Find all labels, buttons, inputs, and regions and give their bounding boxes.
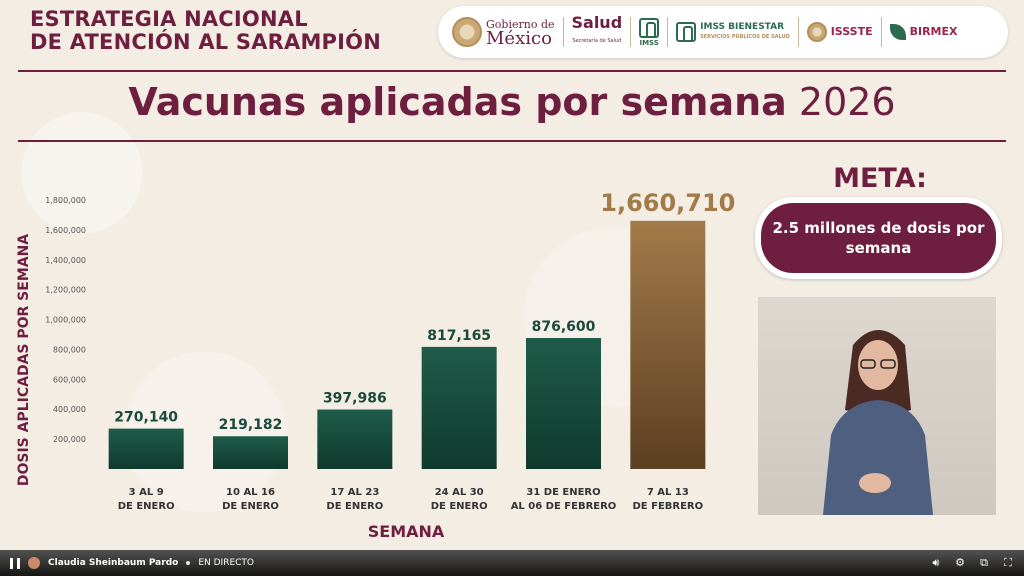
logo-divider [562,17,564,47]
y-tick-label: 400,000 [53,405,86,414]
x-tick-label: DE ENERO [118,501,175,512]
live-status: EN DIRECTO [198,558,254,568]
gobierno-small-text: Gobierno de [486,18,555,31]
bar-chart-svg: 200,000 400,000 600,000 800,000 1,000,000 1,2… [16,189,735,541]
bienestar-logo: IMSS BIENESTAR SERVICIOS PÚBLICOS DE SAL… [676,22,790,42]
logo-bar: Gobierno de México Salud Secretaría de S… [438,6,1008,58]
video-player-controls: Claudia Sheinbaum Pardo EN DIRECTO 🔊︎ ⚙ … [0,550,1024,576]
y-tick-label: 1,600,000 [45,226,86,235]
birmex-text: BIRMEX [909,25,958,38]
header-title: ESTRATEGIA NACIONAL DE ATENCIÓN AL SARAM… [30,8,381,54]
goal-box: 2.5 millones de dosis por semana [755,197,1002,279]
data-label-5: 876,600 [532,319,596,335]
bar-6 [630,220,706,469]
bar-4 [421,346,497,469]
channel-name[interactable]: Claudia Sheinbaum Pardo [48,558,179,568]
issste-icon [806,22,827,42]
fullscreen-icon[interactable]: ⛶ [1004,556,1012,569]
bienestar-text: IMSS BIENESTAR [700,22,785,32]
bar-2 [213,436,288,469]
x-tick-label: DE ENERO [222,501,279,512]
data-label-6: 1,660,710 [600,189,735,217]
live-dot-icon [186,561,191,565]
seal-icon [452,17,482,47]
leaf-icon [889,24,906,40]
x-axis-label: SEMANA [368,522,445,541]
bienestar-sub-text: SERVICIOS PÚBLICOS DE SALUD [700,34,790,40]
top-divider [18,70,1006,72]
settings-icon[interactable]: ⚙ [955,556,965,569]
page-title-main: Vacunas aplicadas por semana [128,80,787,124]
data-label-1: 270,140 [114,410,178,426]
data-label-4: 817,165 [427,328,491,344]
page-title-year: 2026 [798,80,896,124]
avatar[interactable] [28,557,40,569]
y-tick-label: 200,000 [53,435,86,444]
y-tick-label: 1,400,000 [45,256,86,265]
x-tick-label: DE ENERO [431,501,488,512]
header-title-line2: DE ATENCIÓN AL SARAMPIÓN [30,30,381,54]
gobierno-logo: Gobierno de México [452,17,555,49]
data-label-3: 397,986 [323,391,387,407]
logo-divider [880,17,882,47]
y-tick-label: 1,800,000 [45,196,86,205]
y-tick-label: 600,000 [53,375,86,384]
data-label-2: 219,182 [219,417,283,433]
interpreter-figure [823,330,933,515]
x-tick-label: 7 AL 13 [647,487,689,498]
miniplayer-icon[interactable]: ⧉ [980,556,988,569]
x-tick-label: 17 AL 23 [330,487,379,498]
y-axis-label: DOSIS APLICADAS POR SEMANA [16,234,32,486]
logo-divider [667,17,669,47]
y-tick-label: 800,000 [53,345,86,354]
header-title-line1: ESTRATEGIA NACIONAL [30,7,308,31]
imss-logo: IMSS [639,17,660,47]
page-title: Vacunas aplicadas por semana 2026 [0,80,1024,124]
salud-text: Salud [571,13,623,32]
salud-logo: Salud Secretaría de Salud [572,15,623,49]
imss-icon [639,17,660,38]
bar-5 [526,337,601,469]
bar-3 [317,409,393,469]
imss-text: IMSS [639,38,659,47]
imss-bienestar-icon [676,22,697,42]
volume-icon[interactable]: 🔊︎ [932,556,940,569]
x-tick-label: 10 AL 16 [226,487,275,498]
bottom-divider [18,140,1006,142]
bar-chart: 200,000 400,000 600,000 800,000 1,000,000 1,2… [8,180,748,545]
logo-divider [630,17,632,47]
salud-sub-text: Secretaría de Salud [572,38,622,44]
y-tick-label: 1,200,000 [45,286,86,295]
x-tick-label: DE ENERO [326,501,383,512]
x-tick-label: 31 DE ENERO [526,487,600,498]
pause-icon[interactable] [10,557,20,569]
goal-label: META: [833,163,927,194]
y-tick-label: 1,000,000 [45,316,86,325]
birmex-logo: BIRMEX [889,24,958,40]
x-tick-label: DE FEBRERO [633,501,704,512]
x-tick-label: AL 06 DE FEBRERO [511,501,617,512]
goal-text: 2.5 millones de dosis por semana [761,203,996,273]
x-tick-label: 24 AL 30 [435,487,484,498]
bar-1 [108,428,184,469]
sign-language-interpreter-video [758,297,996,515]
issste-text: ISSSTE [830,25,873,38]
logo-divider [797,17,799,47]
gobierno-big-text: México [486,28,552,49]
issste-logo: ISSSTE [806,22,873,42]
x-tick-label: 3 AL 9 [129,487,164,498]
